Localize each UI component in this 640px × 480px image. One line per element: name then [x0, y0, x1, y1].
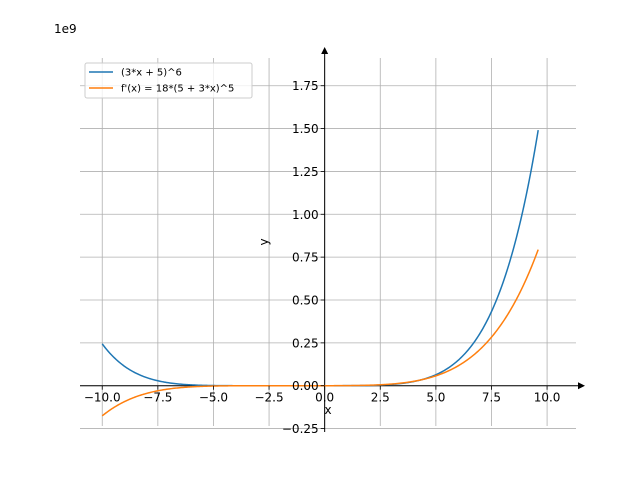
y-tick-label: 0.75	[292, 251, 319, 265]
x-tick-label: −2.5	[254, 391, 283, 405]
y-tick-label: 1.50	[292, 122, 319, 136]
y-tick-label: 1.25	[292, 165, 319, 179]
x-tick-label: −7.5	[143, 391, 172, 405]
x-tick-label: −10.0	[84, 391, 121, 405]
legend-label-1: (3*x + 5)^6	[121, 68, 182, 79]
x-tick-label: −5.0	[199, 391, 228, 405]
x-tick-label: 0.0	[315, 391, 334, 405]
y-tick-label: 1.00	[292, 208, 319, 222]
ticks: −10.0 −7.5 −5.0 −2.5 0.0 2.5 5.0 7.5 10.0 −0.25 0.…	[84, 79, 561, 436]
x-tick-label: 10.0	[534, 391, 561, 405]
y-axis-arrow	[321, 47, 329, 54]
y-tick-label: 0.25	[292, 336, 319, 350]
axes	[80, 47, 585, 432]
x-axis-label: x	[324, 403, 331, 417]
y-tick-label: −0.25	[282, 422, 319, 436]
series-line-1	[101, 129, 539, 387]
x-tick-label: 7.5	[482, 391, 501, 405]
y-tick-label: 0.50	[292, 294, 319, 308]
y-tick-label: 0.00	[292, 379, 319, 393]
y-axis-label: y	[257, 238, 271, 245]
scale-label: 1e9	[54, 22, 77, 36]
grid	[80, 58, 576, 429]
legend: (3*x + 5)^6 f'(x) = 18*(5 + 3*x)^5	[84, 62, 253, 99]
legend-box	[84, 62, 253, 99]
legend-label-2: f'(x) = 18*(5 + 3*x)^5	[121, 84, 234, 95]
series-line-2	[101, 249, 539, 417]
x-axis-arrow	[578, 382, 585, 390]
x-tick-label: 2.5	[371, 391, 390, 405]
x-tick-label: 5.0	[426, 391, 445, 405]
series-group	[101, 129, 539, 417]
y-tick-label: 1.75	[292, 79, 319, 93]
